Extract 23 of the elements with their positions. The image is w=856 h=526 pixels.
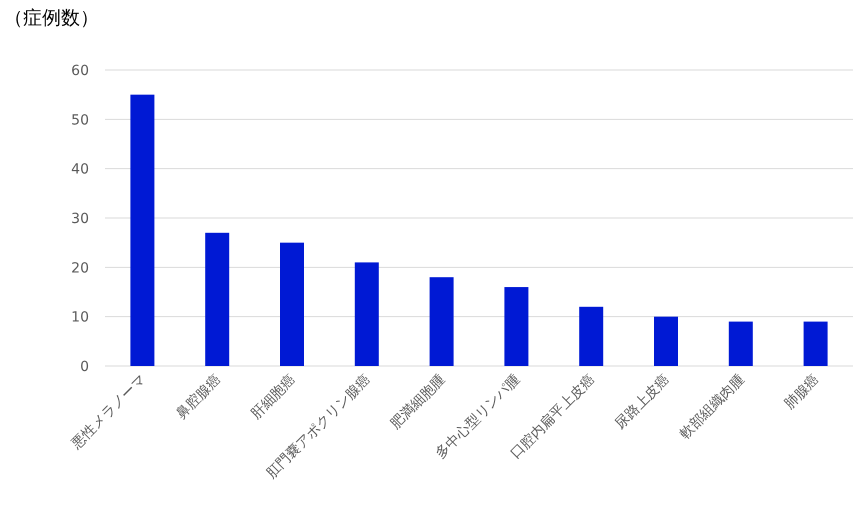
y-tick-label: 10 xyxy=(71,310,89,326)
x-tick-label: 軟部組織肉腫 xyxy=(676,372,748,442)
bar xyxy=(130,94,154,366)
x-tick-label: 肺腺癌 xyxy=(781,372,822,413)
bar xyxy=(205,232,230,366)
bar xyxy=(654,316,678,366)
x-tick-label: 鼻腔腺癌 xyxy=(173,372,224,422)
bar xyxy=(579,306,604,366)
y-axis-title: （症例数） xyxy=(4,7,99,29)
x-tick-label: 肝細胞癌 xyxy=(248,372,299,422)
bar xyxy=(354,262,379,366)
x-tick-label: 肥満細胞腫 xyxy=(388,372,448,432)
y-tick-label: 20 xyxy=(71,260,89,276)
bar xyxy=(280,242,304,366)
bar xyxy=(430,277,454,366)
y-tick-label: 40 xyxy=(71,162,89,178)
y-tick-label: 30 xyxy=(71,211,89,227)
x-tick-label: 尿路上皮癌 xyxy=(612,372,673,432)
bar xyxy=(504,287,528,366)
y-tick-label: 50 xyxy=(71,112,89,128)
y-tick-label: 60 xyxy=(71,63,89,79)
bar xyxy=(804,322,828,366)
bar xyxy=(728,322,753,366)
